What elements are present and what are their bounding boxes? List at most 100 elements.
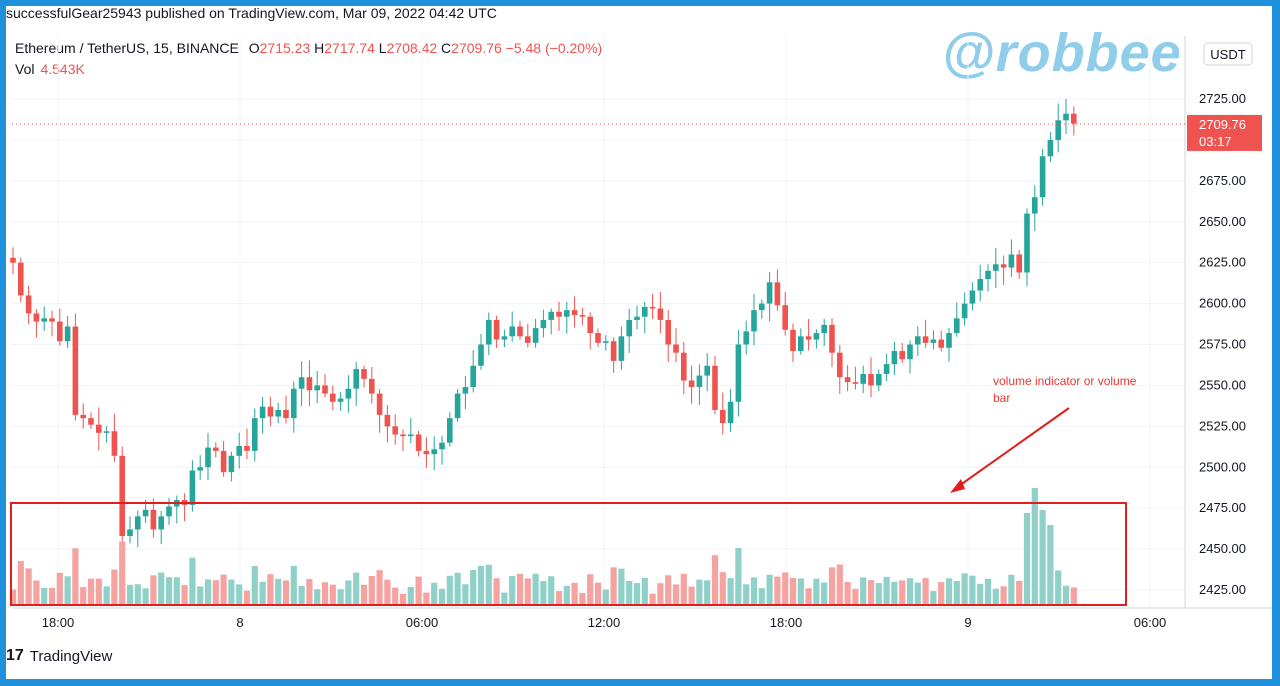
candle-body bbox=[244, 445, 250, 451]
candle-body bbox=[798, 336, 804, 352]
candle-body bbox=[119, 455, 125, 536]
volume-bar bbox=[462, 584, 469, 605]
volume-bar bbox=[314, 589, 321, 605]
candle-body bbox=[25, 295, 32, 314]
time-tick-label: 9 bbox=[964, 615, 971, 630]
volume-bar bbox=[633, 583, 641, 605]
volume-bar bbox=[789, 577, 797, 605]
symbol-name[interactable]: Ethereum / TetherUS, 15, BINANCE bbox=[15, 40, 239, 56]
volume-bar bbox=[914, 582, 921, 605]
volume-bar bbox=[337, 589, 344, 605]
volume-bar bbox=[236, 584, 243, 605]
low-key: L bbox=[378, 40, 387, 56]
candle-body bbox=[197, 467, 203, 471]
volume-bar bbox=[649, 593, 656, 605]
volume-bar bbox=[641, 577, 648, 605]
candle-body bbox=[766, 282, 773, 304]
volume-bar bbox=[446, 575, 453, 605]
candle-body bbox=[915, 336, 921, 345]
candle-body bbox=[688, 380, 695, 388]
volume-bar bbox=[602, 589, 609, 605]
volume-bar bbox=[844, 581, 851, 605]
currency-box[interactable] bbox=[1203, 42, 1253, 66]
candle-body bbox=[267, 406, 274, 417]
candle-body bbox=[829, 324, 835, 353]
candle-body bbox=[907, 344, 913, 360]
volume-bar bbox=[571, 582, 578, 605]
candle-body bbox=[525, 336, 531, 343]
candle-body bbox=[517, 326, 523, 337]
candle-body bbox=[439, 442, 445, 450]
price-tick-label: 2425.00 bbox=[1199, 582, 1246, 597]
candle-body bbox=[603, 341, 609, 343]
candle-body bbox=[704, 365, 710, 376]
volume-bar bbox=[290, 565, 297, 605]
candle-body bbox=[548, 311, 554, 320]
candle-body bbox=[88, 418, 94, 425]
candle-body bbox=[759, 303, 765, 311]
price-tick-label: 2450.00 bbox=[1199, 541, 1246, 556]
time-tick-label: 06:00 bbox=[406, 615, 439, 630]
candle-body bbox=[712, 365, 718, 410]
volume-bar bbox=[1070, 587, 1077, 605]
volume-bar bbox=[727, 578, 734, 605]
volume-bar bbox=[821, 582, 828, 605]
high-value: 2717.74 bbox=[324, 40, 375, 56]
price-tick-label: 2500.00 bbox=[1199, 459, 1246, 474]
volume-bar bbox=[25, 568, 32, 605]
volume-bar bbox=[64, 576, 71, 605]
candle-body bbox=[868, 373, 874, 386]
change-value: −5.48 (−0.20%) bbox=[505, 40, 603, 56]
volume-bar bbox=[477, 565, 485, 605]
candle-body bbox=[774, 282, 781, 306]
candle-body bbox=[322, 385, 328, 394]
volume-bar bbox=[743, 584, 750, 605]
candle-body bbox=[540, 319, 547, 329]
volume-bar bbox=[540, 581, 547, 605]
candle-body bbox=[41, 318, 47, 322]
volume-bar bbox=[204, 579, 212, 605]
time-tick-label: 8 bbox=[236, 615, 243, 630]
volume-bar bbox=[243, 590, 251, 605]
candle-body bbox=[657, 308, 664, 320]
volume-bar bbox=[298, 585, 305, 605]
candle-body bbox=[946, 333, 952, 348]
candle-body bbox=[969, 290, 976, 304]
volume-bar bbox=[984, 578, 992, 605]
price-tick-label: 2725.00 bbox=[1199, 91, 1246, 106]
volume-bar bbox=[906, 578, 914, 605]
candle-body bbox=[993, 264, 999, 271]
volume-bar bbox=[220, 574, 227, 605]
symbol-legend: Ethereum / TetherUS, 15, BINANCE O2715.2… bbox=[15, 40, 602, 56]
volume-bar bbox=[485, 564, 492, 605]
candle-body bbox=[400, 434, 406, 437]
annotation-text: bar bbox=[993, 391, 1010, 405]
volume-value: 4.543K bbox=[40, 61, 85, 77]
volume-bar bbox=[423, 592, 430, 605]
candle-body bbox=[345, 388, 352, 399]
volume-bar bbox=[579, 592, 586, 605]
volume-bar bbox=[610, 567, 617, 605]
currency-label: USDT bbox=[1210, 47, 1245, 62]
volume-label[interactable]: Vol bbox=[15, 61, 35, 77]
brand-name: TradingView bbox=[29, 647, 113, 665]
candle-body bbox=[1039, 156, 1046, 198]
candle-body bbox=[49, 318, 55, 322]
volume-bar bbox=[680, 573, 687, 605]
volume-bar bbox=[860, 577, 867, 605]
candle-body bbox=[821, 324, 827, 334]
volume-bar bbox=[735, 548, 742, 605]
volume-bar bbox=[275, 578, 282, 605]
volume-bar bbox=[672, 584, 680, 605]
volume-bar bbox=[1055, 570, 1062, 605]
candle-body bbox=[883, 364, 890, 374]
candle-body bbox=[18, 262, 24, 296]
candle-body bbox=[751, 310, 757, 332]
candle-body bbox=[743, 331, 749, 345]
close-value: 2709.76 bbox=[451, 40, 502, 56]
candle-body bbox=[72, 326, 79, 415]
candle-body bbox=[1016, 254, 1022, 273]
volume-bar bbox=[259, 581, 266, 605]
volume-bar bbox=[197, 586, 204, 605]
